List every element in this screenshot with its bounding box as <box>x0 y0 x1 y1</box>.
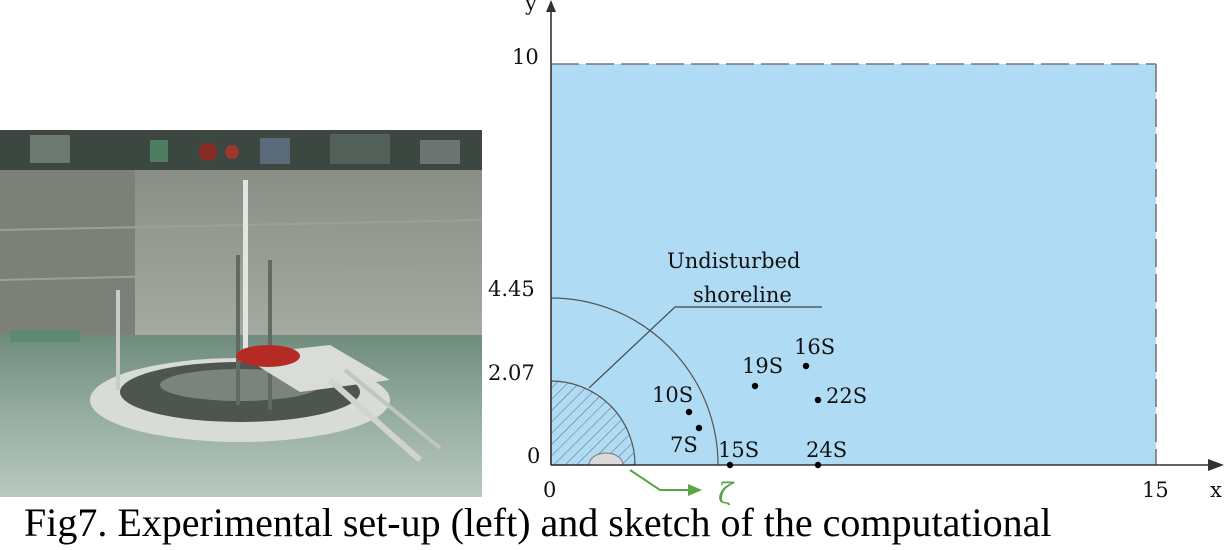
gauge-label-15S: 15S <box>718 438 759 462</box>
undisturbed-shoreline-arc <box>550 297 719 466</box>
tick-y-10: 10 <box>512 45 539 69</box>
figure-caption: Fig7. Experimental set-up (left) and ske… <box>24 500 1052 545</box>
island-base <box>550 380 636 466</box>
shoreline-label-line2: shoreline <box>693 283 792 307</box>
zeta-symbol: ζ <box>718 477 735 505</box>
computational-domain-sketch: Undisturbed shoreline y x 10 4.45 2.07 0… <box>488 0 1224 505</box>
x-axis-label: x <box>1210 478 1222 502</box>
island-core <box>588 452 624 466</box>
x-axis-arrow-icon <box>1208 459 1224 471</box>
gauge-label-7S: 7S <box>670 433 698 457</box>
gauge-point-7S <box>695 424 703 432</box>
gauge-label-22S: 22S <box>826 384 867 408</box>
tick-x-0: 0 <box>543 478 556 502</box>
zeta-arrow-head-icon <box>688 484 702 496</box>
gauge-label-16S: 16S <box>794 335 835 359</box>
y-axis-label: y <box>524 0 537 15</box>
shoreline-label-line1: Undisturbed <box>667 249 800 273</box>
gauge-point-24S <box>814 461 822 469</box>
shoreline-leader-line <box>588 306 822 389</box>
computational-domain <box>551 64 1156 465</box>
tick-y-0: 0 <box>527 444 540 468</box>
y-axis-arrow-icon <box>546 0 556 12</box>
gauge-label-24S: 24S <box>806 438 847 462</box>
gauge-point-22S <box>814 396 822 404</box>
gauge-point-10S <box>685 408 693 416</box>
tick-y-4-45: 4.45 <box>488 277 535 301</box>
tick-y-2-07: 2.07 <box>488 361 535 385</box>
zeta-pointer-arrow <box>629 469 690 491</box>
gauge-label-10S: 10S <box>652 383 693 407</box>
gauge-label-19S: 19S <box>742 354 783 378</box>
gauge-point-16S <box>802 362 810 370</box>
gauge-point-19S <box>751 382 759 390</box>
gauge-point-15S <box>726 461 734 469</box>
tick-x-15: 15 <box>1142 478 1169 502</box>
experimental-setup-photo <box>0 130 482 497</box>
